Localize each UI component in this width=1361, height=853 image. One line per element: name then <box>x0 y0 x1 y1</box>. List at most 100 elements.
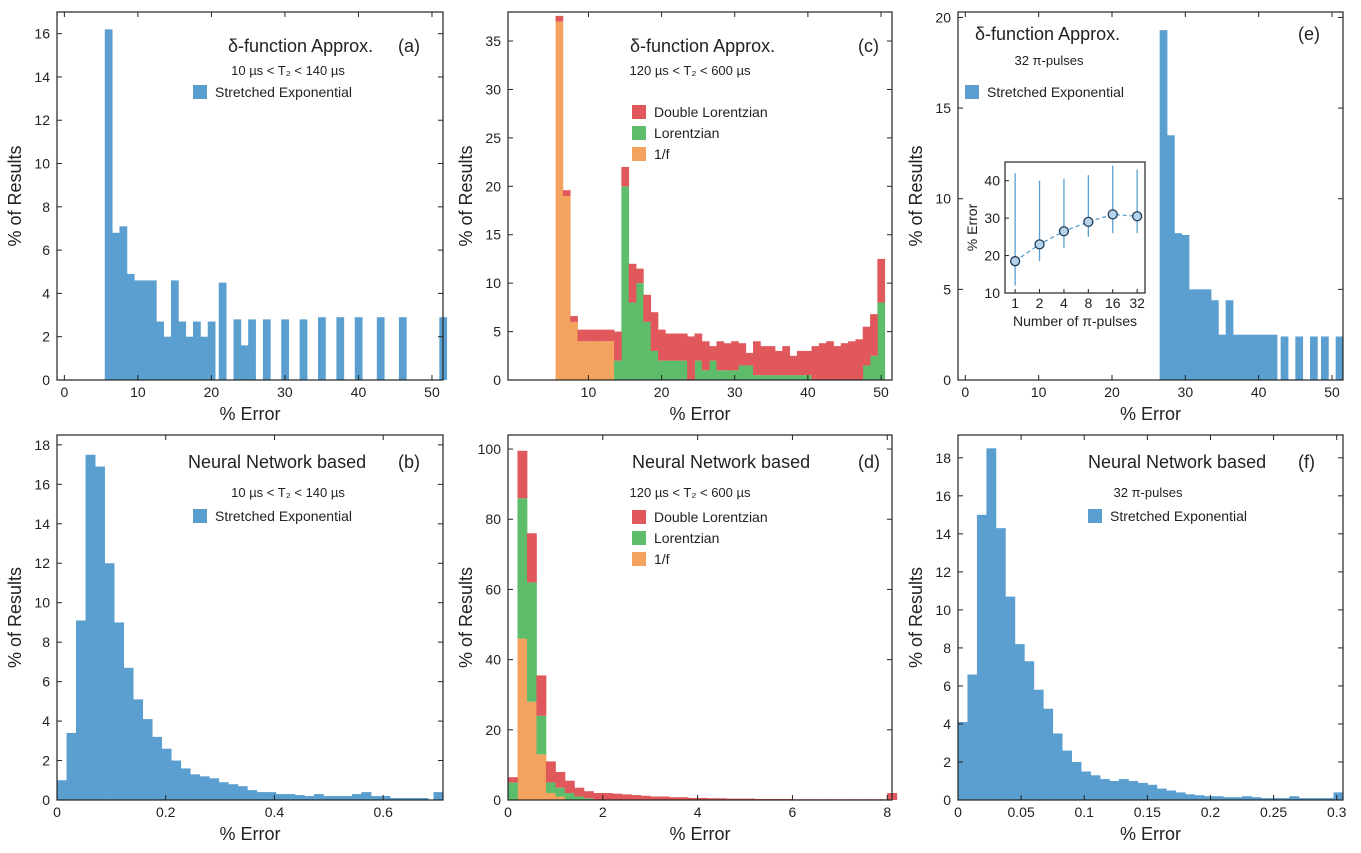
bar <box>104 29 113 380</box>
bar <box>1181 234 1190 380</box>
bar-green <box>774 375 783 380</box>
bar <box>1052 733 1063 800</box>
y-tick-label: 6 <box>42 242 50 258</box>
panel-subtitle: 10 µs < T₂ < 140 µs <box>231 485 345 500</box>
y-tick-label: 4 <box>42 713 50 729</box>
x-axis-label: % Error <box>669 824 730 844</box>
bar-green <box>614 360 622 380</box>
y-tick-label: 6 <box>42 674 50 690</box>
bar-red <box>592 329 600 342</box>
bar <box>218 282 227 380</box>
bar-green <box>650 350 659 380</box>
bar <box>1196 289 1205 380</box>
bar <box>304 796 315 800</box>
bar <box>1279 798 1290 800</box>
x-tick-label: 2 <box>599 804 607 820</box>
bar-orange <box>545 792 556 800</box>
bar <box>1194 795 1205 800</box>
y-tick-label: 20 <box>935 9 951 25</box>
y-tick-label: 0 <box>943 372 951 388</box>
bar <box>141 280 150 380</box>
x-tick-label: 40 <box>1251 384 1267 400</box>
bar-red <box>602 792 613 800</box>
bar-red <box>564 780 575 793</box>
bar-red <box>621 166 630 187</box>
bar-red <box>862 326 871 366</box>
bar <box>1327 798 1338 800</box>
bar <box>76 620 86 800</box>
bar-orange <box>555 796 566 800</box>
bar-green <box>716 370 725 380</box>
y-tick-label: 20 <box>485 178 501 194</box>
panel-subtitle: 32 π-pulses <box>1015 53 1084 68</box>
bar <box>193 321 201 380</box>
x-tick-label: 0.05 <box>1007 804 1034 820</box>
x-tick-label: 0 <box>961 384 969 400</box>
y-tick-label: 10 <box>34 156 50 172</box>
y-tick-label: 14 <box>34 516 50 532</box>
bar <box>1185 794 1196 800</box>
panel-title: Neural Network based <box>1088 452 1266 472</box>
inset-y-axis-label: % Error <box>964 203 980 251</box>
bar-green <box>723 370 732 380</box>
panel-label: (b) <box>398 452 420 472</box>
bar <box>1204 796 1215 800</box>
y-tick-label: 5 <box>493 324 501 340</box>
bar-red <box>517 450 528 499</box>
bar <box>1109 780 1120 800</box>
bar-orange <box>606 341 615 380</box>
inset-point <box>1009 256 1021 267</box>
panel-label: (e) <box>1298 24 1320 44</box>
bar-green <box>508 782 518 800</box>
bar-green <box>536 715 547 755</box>
panel-label: (d) <box>858 452 880 472</box>
bar <box>1033 689 1044 800</box>
bar-green <box>583 798 594 800</box>
bar <box>228 784 239 800</box>
bar-red <box>731 341 739 371</box>
bar-red <box>870 314 878 356</box>
bar <box>1333 792 1344 800</box>
inset-point <box>1058 226 1070 237</box>
legend-label: Double Lorentzian <box>654 104 768 120</box>
inset-x-tick-label: 8 <box>1084 295 1092 311</box>
bar <box>134 280 142 380</box>
bar <box>1203 289 1212 380</box>
bar-red <box>774 350 783 376</box>
y-tick-label: 6 <box>943 678 951 694</box>
inset-e: 1 2 4 8 16 32 10 20 30 40 Number of π-pulses % Erro… <box>964 161 1146 329</box>
bar <box>332 796 343 800</box>
panel-subtitle: 10 µs < T₂ < 140 µs <box>231 63 345 78</box>
y-tick-label: 100 <box>478 441 502 457</box>
bar-red <box>738 343 747 366</box>
bar <box>1211 300 1219 380</box>
bar-red <box>657 329 666 361</box>
bar-red <box>526 533 537 583</box>
bar <box>1317 798 1328 800</box>
panel-title: δ-function Approx. <box>630 36 775 56</box>
y-axis-label: % of Results <box>456 145 476 246</box>
bars-a <box>104 29 448 380</box>
bar <box>1159 30 1168 380</box>
bar-red <box>782 346 790 376</box>
bar <box>1280 336 1289 380</box>
x-tick-label: 0.6 <box>373 804 393 820</box>
panel-a: 0 10 20 30 40 50 0 2 4 6 8 10 12 14 16 % Error % of Resu… <box>5 11 448 424</box>
bar-orange <box>577 341 586 380</box>
bar-red <box>584 329 593 342</box>
bar-red <box>697 797 708 800</box>
bar <box>1014 644 1025 800</box>
bar-red <box>678 797 689 800</box>
bar <box>351 794 362 800</box>
legend-swatch-green <box>632 126 646 140</box>
legend-label: 1/f <box>654 551 670 567</box>
x-tick-label: 40 <box>800 384 816 400</box>
bar-red <box>640 795 651 800</box>
bar <box>218 782 229 800</box>
panel-title: δ-function Approx. <box>228 36 373 56</box>
bar <box>967 674 978 800</box>
bar-orange <box>570 321 578 380</box>
y-tick-label: 10 <box>485 275 501 291</box>
y-tick-label: 5 <box>943 281 951 297</box>
bar-red <box>555 771 566 788</box>
